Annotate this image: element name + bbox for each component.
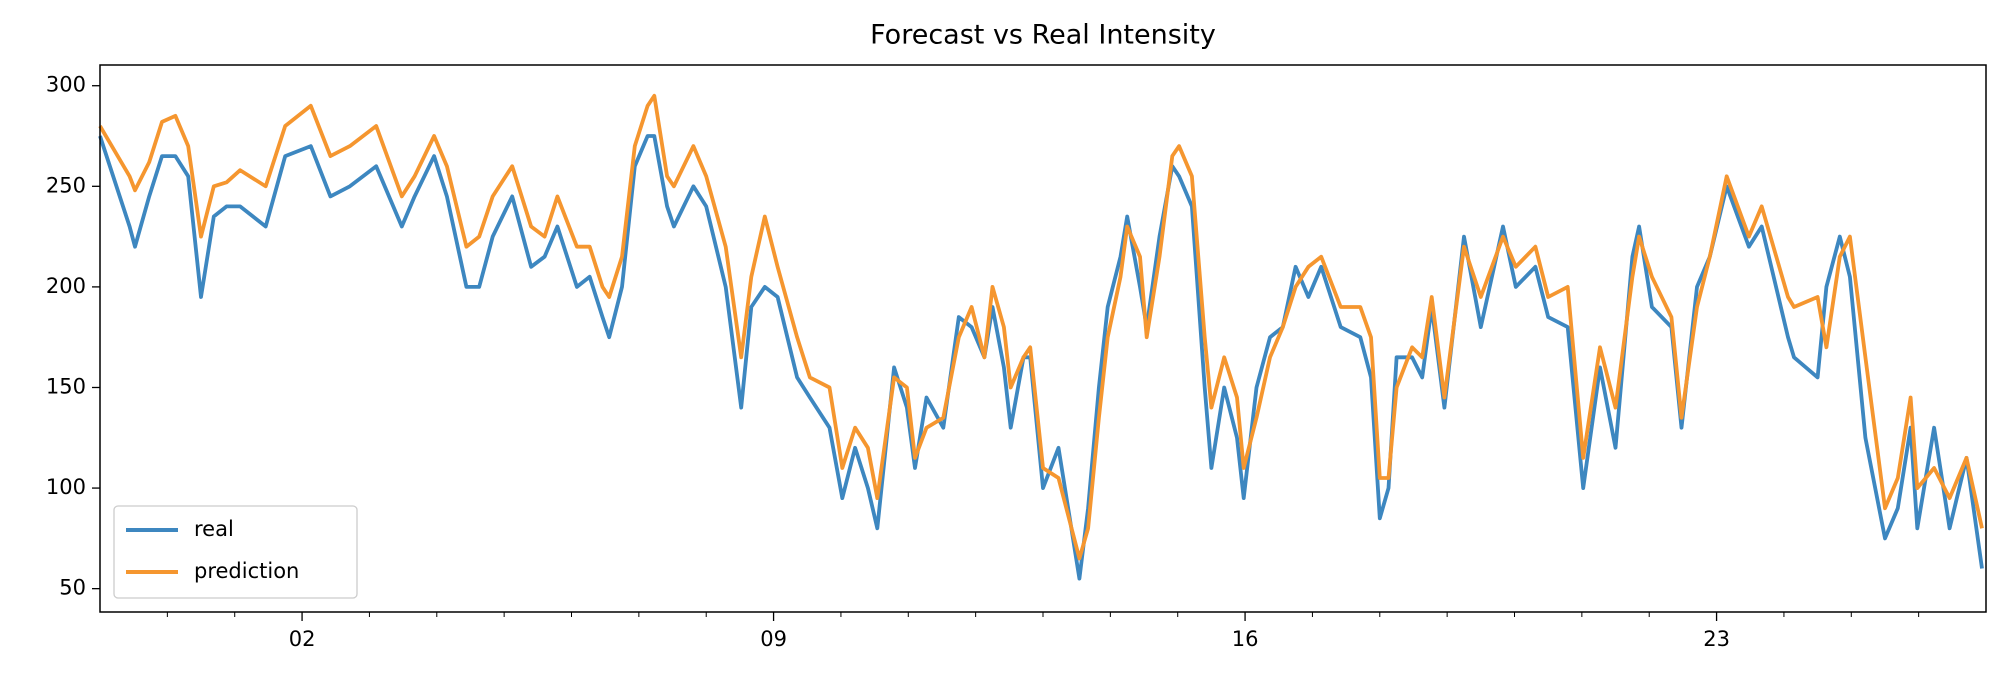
y-tick-label: 150 — [46, 374, 86, 398]
x-tick-label: 02 — [289, 627, 316, 651]
x-tick-label: 16 — [1232, 627, 1259, 651]
chart-title: Forecast vs Real Intensity — [870, 20, 1216, 51]
plot-frame — [99, 64, 1987, 613]
series-line — [98, 93, 1984, 561]
x-tick-label: 09 — [760, 627, 787, 651]
x-tick-label: 23 — [1703, 627, 1730, 651]
y-tick-label: 200 — [46, 274, 86, 298]
legend-label: prediction — [194, 559, 299, 583]
y-tick-label: 250 — [46, 173, 86, 197]
legend-box — [113, 505, 358, 599]
series-line — [98, 134, 1984, 581]
legend-label: real — [194, 517, 234, 541]
y-tick-label: 50 — [59, 576, 86, 600]
y-tick-label: 300 — [46, 73, 86, 97]
y-tick-label: 100 — [46, 475, 86, 499]
